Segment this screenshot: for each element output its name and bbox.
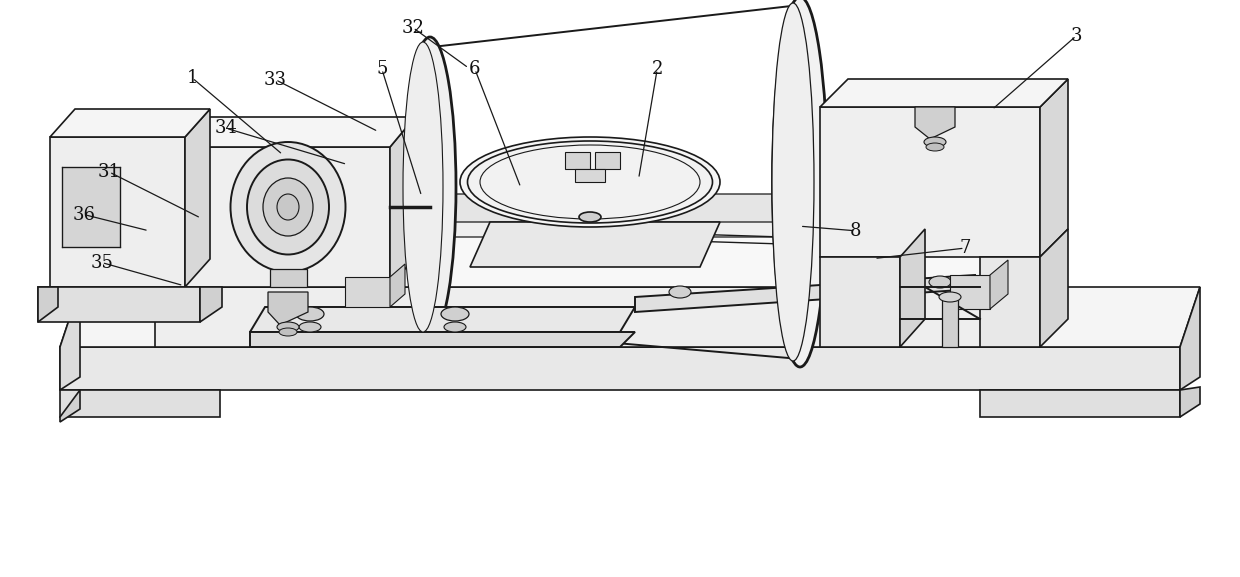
Polygon shape <box>38 287 58 322</box>
Text: 1: 1 <box>186 69 198 87</box>
Polygon shape <box>1040 229 1068 347</box>
Polygon shape <box>820 79 1068 107</box>
Polygon shape <box>595 152 620 169</box>
Polygon shape <box>1180 387 1200 417</box>
Ellipse shape <box>929 276 951 288</box>
Ellipse shape <box>231 142 346 272</box>
Ellipse shape <box>403 42 443 332</box>
Polygon shape <box>155 222 1040 287</box>
Ellipse shape <box>263 178 312 236</box>
Ellipse shape <box>277 322 299 332</box>
Polygon shape <box>50 137 185 287</box>
Ellipse shape <box>924 137 946 147</box>
Polygon shape <box>50 109 210 137</box>
Polygon shape <box>1180 287 1200 390</box>
Polygon shape <box>250 332 635 347</box>
Text: 34: 34 <box>215 119 237 137</box>
Polygon shape <box>200 287 222 322</box>
Polygon shape <box>250 307 635 332</box>
Polygon shape <box>60 287 81 390</box>
Polygon shape <box>950 275 990 309</box>
Ellipse shape <box>773 0 827 367</box>
Polygon shape <box>60 287 1200 347</box>
Ellipse shape <box>773 3 813 361</box>
Polygon shape <box>38 287 200 322</box>
Text: 6: 6 <box>469 60 481 78</box>
Ellipse shape <box>444 322 466 332</box>
Polygon shape <box>165 209 1050 237</box>
Polygon shape <box>900 229 925 347</box>
Polygon shape <box>470 222 720 267</box>
Polygon shape <box>268 292 308 325</box>
Polygon shape <box>565 152 590 169</box>
Polygon shape <box>60 390 219 417</box>
Polygon shape <box>165 194 1050 222</box>
Text: 3: 3 <box>1070 27 1083 45</box>
Polygon shape <box>270 269 308 287</box>
Polygon shape <box>185 117 415 147</box>
Ellipse shape <box>939 292 961 302</box>
Ellipse shape <box>579 212 601 222</box>
Ellipse shape <box>404 37 456 337</box>
Polygon shape <box>60 390 81 422</box>
Ellipse shape <box>441 307 469 321</box>
Polygon shape <box>942 297 959 347</box>
Text: 32: 32 <box>402 18 424 37</box>
Ellipse shape <box>279 328 298 336</box>
Polygon shape <box>980 257 1040 347</box>
Polygon shape <box>915 107 955 139</box>
Ellipse shape <box>299 322 321 332</box>
Polygon shape <box>345 277 391 307</box>
Polygon shape <box>1040 79 1068 257</box>
Polygon shape <box>820 257 900 347</box>
Polygon shape <box>62 167 120 247</box>
Ellipse shape <box>467 141 713 223</box>
Ellipse shape <box>460 137 720 227</box>
Polygon shape <box>635 275 975 312</box>
Text: 8: 8 <box>849 222 862 240</box>
Polygon shape <box>820 107 1040 257</box>
Polygon shape <box>575 169 605 182</box>
Polygon shape <box>980 390 1180 417</box>
Polygon shape <box>391 264 405 307</box>
Polygon shape <box>1021 222 1040 347</box>
Text: 31: 31 <box>98 163 120 181</box>
Ellipse shape <box>277 194 299 220</box>
Ellipse shape <box>670 286 691 298</box>
Ellipse shape <box>296 307 324 321</box>
Text: 36: 36 <box>73 205 95 224</box>
Polygon shape <box>391 117 415 287</box>
Polygon shape <box>990 260 1008 309</box>
Text: 2: 2 <box>651 60 663 78</box>
Ellipse shape <box>247 159 329 254</box>
Polygon shape <box>185 147 391 287</box>
Polygon shape <box>185 109 210 287</box>
Ellipse shape <box>926 143 944 151</box>
Text: 33: 33 <box>264 70 286 89</box>
Text: 35: 35 <box>91 253 113 272</box>
Polygon shape <box>60 347 1180 390</box>
Text: 7: 7 <box>959 239 971 257</box>
Text: 5: 5 <box>376 60 388 78</box>
Polygon shape <box>155 287 1021 347</box>
